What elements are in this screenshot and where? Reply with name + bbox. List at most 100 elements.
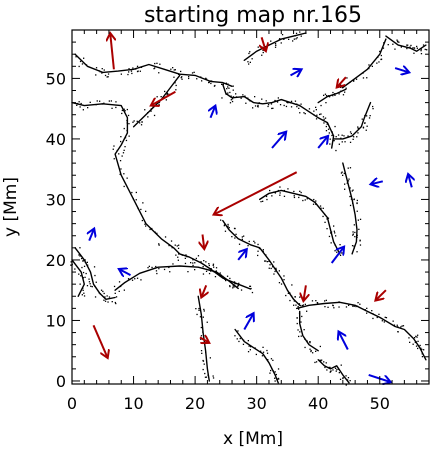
axis-ticks: 0 10 20 30 40 50 0 10 20 30 40 50 [46,29,430,413]
dot [140,208,142,211]
x-tick-label: 50 [370,394,390,413]
dot [372,313,374,315]
dot [95,74,97,76]
dot [228,87,230,89]
dot [262,51,264,54]
dot [325,130,328,132]
dot [299,296,301,298]
dot [212,263,215,265]
dot [396,324,398,326]
dot [121,112,123,115]
dot [70,264,72,266]
dot [181,78,183,80]
dot [159,63,161,65]
dot [174,69,176,71]
dot [180,70,182,73]
red-arrow-7 [201,285,206,297]
dot [310,349,312,352]
dot [299,190,301,192]
dot [396,39,398,41]
dot [277,189,280,192]
dot [107,73,110,75]
dot [326,228,328,230]
dot [211,80,213,82]
dot [383,321,385,323]
dot [349,187,351,189]
dot [325,125,327,128]
dot [377,56,379,58]
dot [140,124,143,126]
dot [279,192,281,194]
dot [278,270,280,272]
dot [349,380,351,382]
dot [249,285,252,287]
blue-arrow-6 [371,181,384,184]
dot [352,233,354,235]
dot [356,251,358,253]
dot [210,270,212,272]
dot [262,249,264,251]
dot [406,47,408,50]
dot [76,102,79,105]
dot [208,264,210,267]
dot [192,259,194,261]
dot [91,286,93,288]
dot [98,70,100,72]
x-tick-label: 30 [246,394,266,413]
dot [82,277,84,279]
dot [398,41,400,43]
dot [253,240,255,242]
dot [139,122,141,124]
dot [270,369,272,372]
dot [295,38,297,40]
dot [205,78,208,80]
dot [82,109,84,111]
dot [180,77,182,79]
dot [208,263,210,265]
dot [210,268,212,270]
dot [322,207,324,209]
dot [124,137,127,139]
dot [232,287,234,289]
dot [116,149,118,152]
dot [417,334,419,336]
dot [229,277,231,280]
dot [170,68,172,70]
dot [366,125,368,127]
dot [347,377,350,379]
lane-17 [385,35,427,52]
dot [121,155,123,157]
lane-13 [234,328,279,384]
dot [128,123,130,125]
dot [222,83,224,85]
dot [202,368,204,371]
dot [300,304,302,307]
dot [293,190,295,193]
dot [213,266,215,268]
dot [331,131,333,133]
dot [274,270,276,273]
dot [261,355,264,357]
dot [83,292,85,294]
dot [227,223,229,226]
dot [201,352,203,354]
dot [298,107,300,109]
dot [181,254,183,256]
dot [177,256,179,258]
dot [406,44,408,46]
dot [140,66,143,68]
dot [343,135,345,137]
dot [101,103,103,105]
dot [299,317,301,319]
dot [178,73,180,75]
dot [76,104,78,106]
dot [79,106,81,108]
dot [300,335,302,337]
dot [275,44,277,46]
dot [298,104,300,107]
dot [382,47,385,49]
dot [309,341,311,343]
y-tick-label: 10 [46,311,66,330]
dot [207,374,209,376]
dot [244,95,246,97]
